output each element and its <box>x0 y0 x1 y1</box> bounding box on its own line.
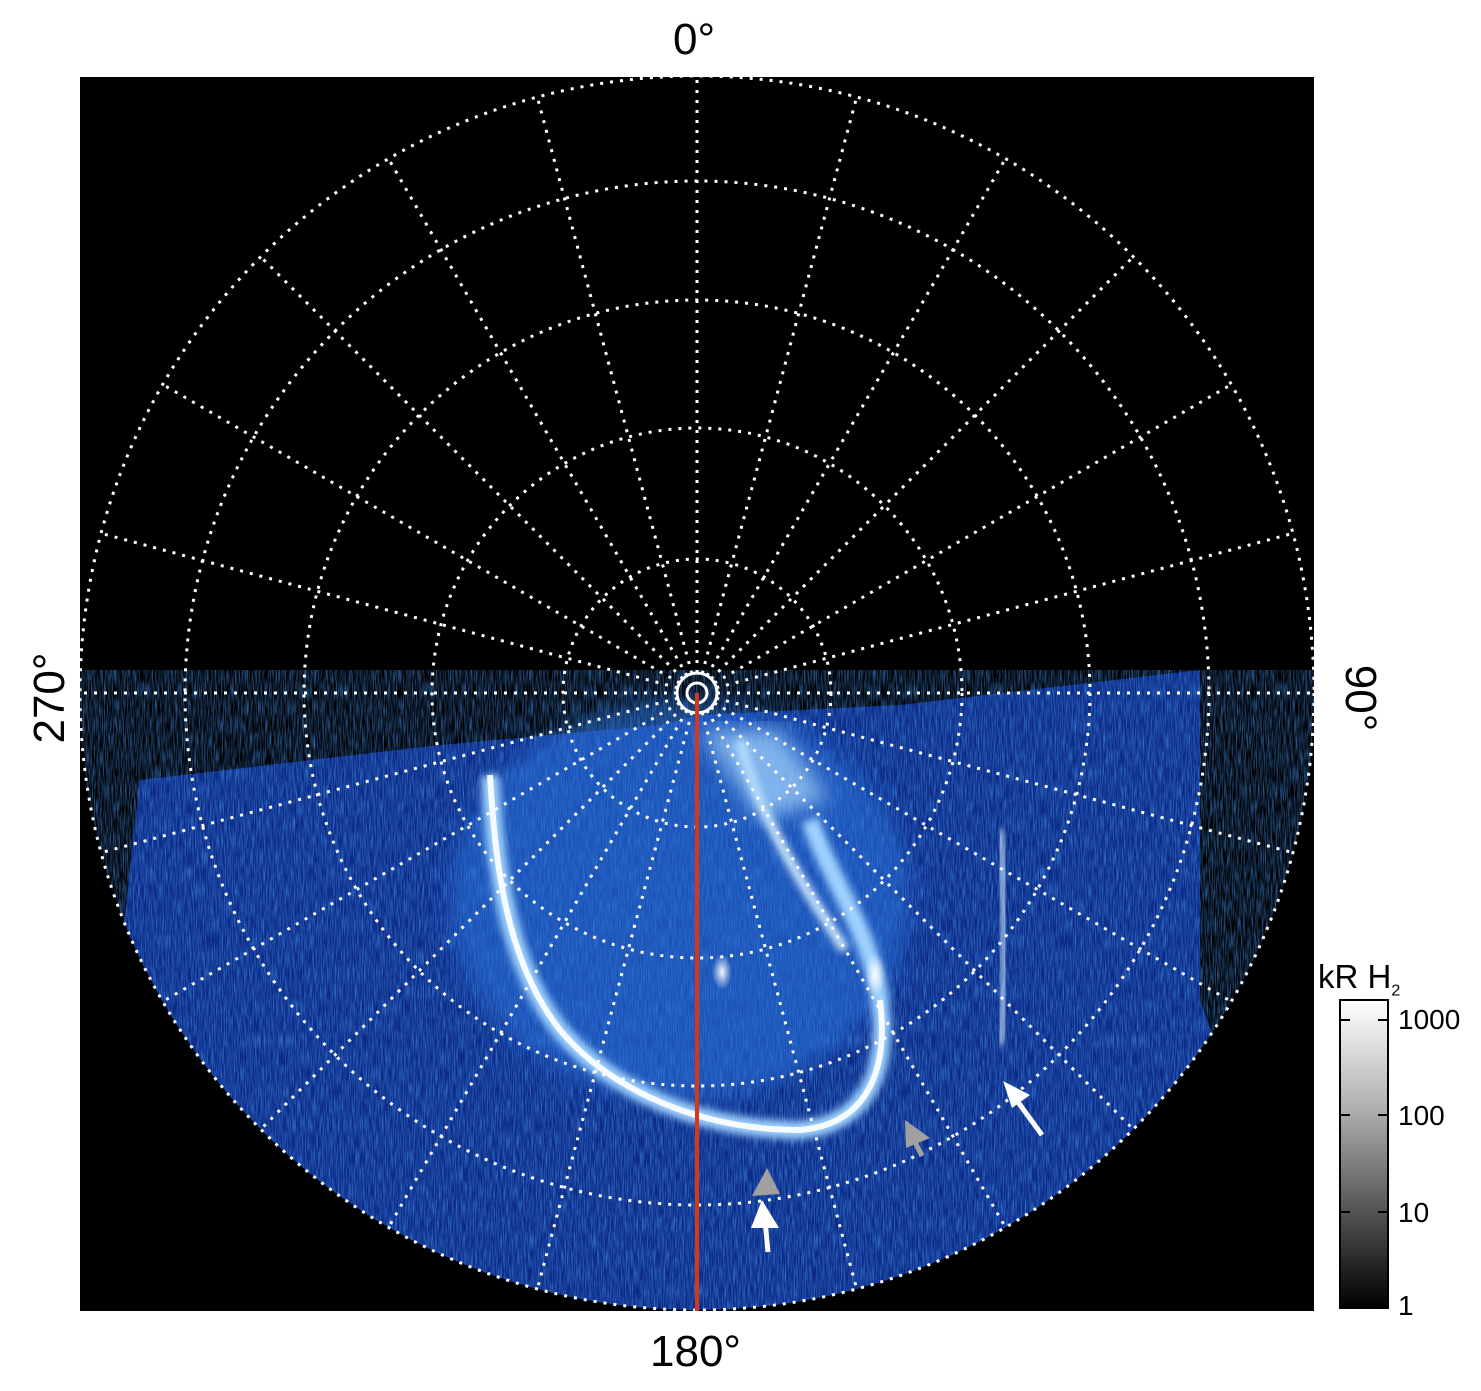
longitude-label-left: 270° <box>25 652 74 744</box>
upper-bright-patch <box>700 730 830 820</box>
colorbar-title-subscript: 2 <box>1391 982 1401 1000</box>
outer-arc-dusk <box>997 829 1008 1046</box>
colorbar-tick-label: 100 <box>1398 1100 1445 1131</box>
colorbar-gradient <box>1339 999 1389 1309</box>
longitude-label-right: 90° <box>1336 664 1385 732</box>
arrow-white-icon <box>751 1200 779 1253</box>
longitude-label-top: 0° <box>673 15 716 64</box>
main-oval-core <box>487 774 885 1134</box>
colorbar <box>1339 999 1389 1309</box>
colorbar-tick-label: 1000 <box>1398 1004 1461 1035</box>
spot-b <box>865 953 885 997</box>
colorbar-tick-label: 10 <box>1398 1197 1430 1228</box>
longitude-label-bottom: 180° <box>650 1327 742 1376</box>
colorbar-title: kR H2 <box>1318 958 1400 1001</box>
arrow-grey-icon <box>752 1168 780 1196</box>
spot-a <box>712 954 732 990</box>
colorbar-title-text: kR H <box>1318 958 1392 995</box>
colorbar-tick-label: 1 <box>1398 1290 1414 1321</box>
arrow-grey-icon <box>905 1120 930 1158</box>
arrow-white-icon <box>1003 1081 1045 1137</box>
aurora-emission-region <box>80 670 1314 1310</box>
